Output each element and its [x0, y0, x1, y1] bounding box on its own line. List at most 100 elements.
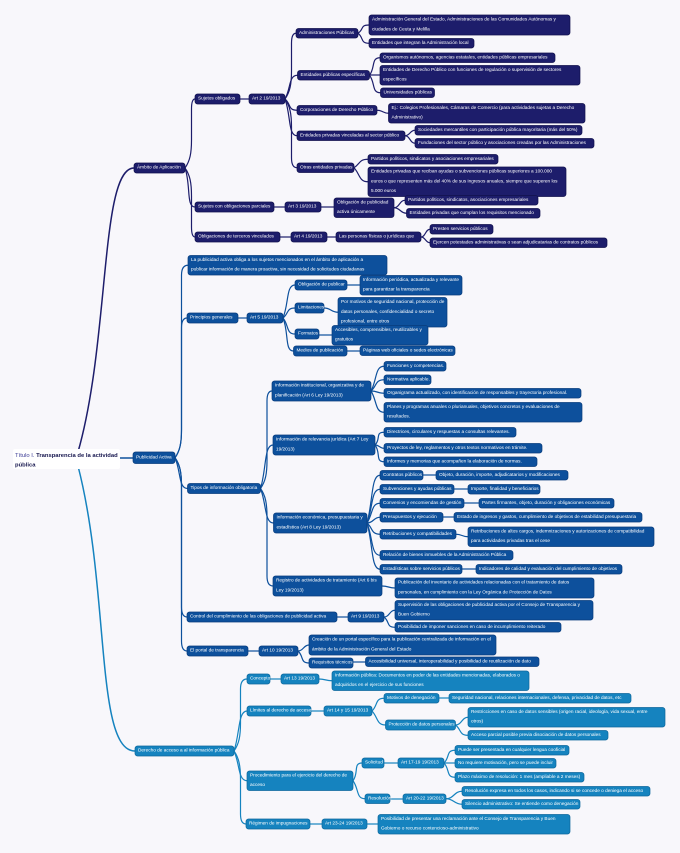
- svg-text:Art 17-19 19/2013: Art 17-19 19/2013: [401, 760, 439, 766]
- svg-text:Art 5 19/2013: Art 5 19/2013: [250, 315, 279, 321]
- svg-text:ámbito de la Administración Ge: ámbito de la Administración General del …: [312, 647, 412, 653]
- svg-text:Protección de datos personales: Protección de datos personales: [389, 722, 456, 728]
- svg-text:Título I. Transparencia de la: Título I. Transparencia de la actividad: [15, 453, 118, 459]
- svg-text:Requisitos técnicos: Requisitos técnicos: [312, 660, 353, 666]
- svg-text:Entidades privadas que reciban: Entidades privadas que reciban ayudas o …: [371, 168, 552, 174]
- svg-text:Corporaciones de Derecho Públi: Corporaciones de Derecho Público: [300, 107, 374, 113]
- svg-text:Retribuciones de altos cargos,: Retribuciones de altos cargos, indemniza…: [471, 528, 645, 534]
- svg-text:5.000 euros: 5.000 euros: [371, 188, 397, 194]
- svg-text:Restricciones en caso de datos: Restricciones en caso de datos sensibles…: [471, 709, 648, 715]
- svg-text:Funciones y competencias.: Funciones y competencias.: [387, 363, 444, 369]
- svg-text:Art 20-22 19/2013: Art 20-22 19/2013: [406, 795, 444, 801]
- svg-text:Ejercen potestades administrat: Ejercen potestades administrativas o sea…: [433, 239, 599, 245]
- svg-text:Organismos autónomos, agencias: Organismos autónomos, agencias estatales…: [383, 54, 548, 60]
- svg-text:Partes firmantes, objeto, dura: Partes firmantes, objeto, duración y obl…: [482, 500, 611, 506]
- svg-text:Fundaciones del sector público: Fundaciones del sector público y asociac…: [418, 140, 587, 146]
- svg-text:Entidades privadas vinculadas: Entidades privadas vinculadas al sector …: [300, 132, 400, 138]
- svg-text:Art 3 19/2013: Art 3 19/2013: [288, 204, 317, 210]
- svg-text:Partidos políticos, sindicatos: Partidos políticos, sindicatos, asociaci…: [408, 197, 529, 203]
- svg-text:Objeto, duración, importe, adj: Objeto, duración, importe, adjudicatario…: [439, 472, 561, 478]
- svg-text:Ámbito de Aplicación: Ámbito de Aplicación: [137, 164, 181, 171]
- svg-text:publicar información de manera: publicar información de manera proactiva…: [191, 267, 365, 273]
- svg-text:Art 4 19/2013: Art 4 19/2013: [294, 234, 323, 240]
- svg-text:Art 23-24 19/2013: Art 23-24 19/2013: [325, 821, 363, 827]
- svg-text:Administrativo): Administrativo): [392, 115, 424, 121]
- svg-text:profesional, entre otros: profesional, entre otros: [341, 319, 390, 325]
- svg-text:Proyectos de ley, reglamentos: Proyectos de ley, reglamentos y otros te…: [387, 445, 528, 451]
- svg-text:Información económica, presupu: Información económica, presupuestaria y: [277, 515, 364, 521]
- svg-text:Publicidad Activa: Publicidad Activa: [136, 454, 172, 460]
- svg-text:Información de relevancia jurí: Información de relevancia jurídica (Art …: [276, 437, 369, 443]
- svg-text:ciudades de Ceuta y Melilla: ciudades de Ceuta y Melilla: [372, 27, 430, 33]
- svg-text:estadística (Art 8 Ley 19/2013: estadística (Art 8 Ley 19/2013): [277, 525, 342, 531]
- svg-text:Informes y memorias que acompa: Informes y memorias que acompañen la ela…: [387, 458, 522, 464]
- svg-text:específicos: específicos: [383, 77, 407, 83]
- svg-text:Posibilidad de imponer sancion: Posibilidad de imponer sanciones en caso…: [398, 624, 546, 630]
- svg-text:datos personales, confidencial: datos personales, confidencialidad o sec…: [341, 309, 434, 315]
- svg-text:Por motivos de seguridad nacio: Por motivos de seguridad nacional, prote…: [341, 299, 445, 305]
- svg-text:Otras entidades privadas: Otras entidades privadas: [300, 164, 353, 170]
- svg-text:Presten servicios públicos: Presten servicios públicos: [433, 226, 488, 232]
- svg-text:Planes y programas anuales o p: Planes y programas anuales o plurianuale…: [387, 404, 560, 410]
- svg-text:No requiere motivación, pero s: No requiere motivación, pero se puede in…: [458, 760, 553, 766]
- svg-text:Sujetos con obligaciones parci: Sujetos con obligaciones parciales: [198, 204, 271, 210]
- svg-text:Retribuciones y compatibilidad: Retribuciones y compatibilidades: [383, 531, 453, 537]
- svg-text:Ley 19/2013): Ley 19/2013): [276, 588, 304, 594]
- svg-text:Concepto: Concepto: [250, 676, 271, 682]
- svg-text:resultados.: resultados.: [387, 414, 410, 420]
- svg-text:euros o que representen más de: euros o que representen más del 40% de s…: [371, 178, 558, 184]
- svg-text:Principios generales: Principios generales: [190, 315, 233, 321]
- svg-text:Buen Gobierno: Buen Gobierno: [398, 612, 430, 618]
- svg-text:Información pública: Documento: Información pública: Documentos en poder…: [335, 672, 520, 678]
- svg-text:Puede ser presentada en cualqu: Puede ser presentada en cualquier lengua…: [458, 747, 565, 753]
- svg-text:pública: pública: [15, 463, 36, 469]
- svg-text:Sociedades mercantiles con par: Sociedades mercantiles con participación…: [418, 127, 578, 133]
- svg-text:gratuitos: gratuitos: [335, 337, 354, 343]
- svg-text:La publicidad activa obliga a: La publicidad activa obliga a los sujeto…: [191, 257, 363, 263]
- svg-text:Art 9 19/2013: Art 9 19/2013: [351, 614, 380, 620]
- svg-text:Accesibles, comprensibles, reu: Accesibles, comprensibles, reutilizables…: [335, 327, 422, 333]
- svg-text:Art 2 19/2013: Art 2 19/2013: [252, 96, 281, 102]
- svg-text:Plazo máximo de resolución: 1: Plazo máximo de resolución: 1 mes (ampli…: [458, 774, 581, 780]
- svg-text:Información periódica, actuali: Información periódica, actualizada y rel…: [363, 277, 459, 283]
- svg-text:Obligación de publicidad: Obligación de publicidad: [337, 199, 389, 205]
- svg-text:Creación de un portal específi: Creación de un portal específico para la…: [312, 637, 491, 643]
- svg-text:Gobierno o recurso contencioso: Gobierno o recurso contencioso-administr…: [381, 826, 479, 832]
- svg-text:Partidos políticos, sindicatos: Partidos políticos, sindicatos y asociac…: [371, 156, 494, 162]
- svg-text:Art 14 y 15 19/2013: Art 14 y 15 19/2013: [327, 708, 369, 714]
- svg-text:Indicadores de calidad y evalu: Indicadores de calidad y evaluación del …: [479, 566, 618, 572]
- svg-text:Presupuestos y ejecución: Presupuestos y ejecución: [383, 514, 437, 520]
- svg-text:Entidades de Derecho Público c: Entidades de Derecho Público con funcion…: [383, 67, 562, 73]
- svg-text:Publicación del inventario de: Publicación del inventario de actividade…: [398, 580, 570, 586]
- svg-text:Motivos de denegación: Motivos de denegación: [387, 695, 436, 701]
- svg-text:Solicitud: Solicitud: [365, 760, 383, 766]
- svg-text:Tipos de información obligator: Tipos de información obligatoria: [191, 485, 258, 491]
- svg-text:activa únicamente: activa únicamente: [337, 209, 375, 215]
- svg-text:Organigrama actualizado, con i: Organigrama actualizado, con identificac…: [387, 390, 567, 396]
- svg-text:para actividades privadas tras: para actividades privadas tras el cese: [471, 538, 550, 544]
- svg-text:otros): otros): [471, 719, 483, 725]
- svg-text:Sujetos obligados: Sujetos obligados: [198, 96, 236, 102]
- svg-text:acceso: acceso: [250, 783, 265, 788]
- svg-text:Límites al derecho de acceso: Límites al derecho de acceso: [250, 708, 312, 714]
- svg-text:Relación de bienes inmuebles d: Relación de bienes inmuebles de la Admin…: [383, 552, 507, 558]
- svg-text:Obligación de publicar: Obligación de publicar: [298, 282, 345, 288]
- svg-text:Contratos públicos: Contratos públicos: [383, 472, 423, 478]
- svg-text:para garantizar la transparenc: para garantizar la transparencia: [363, 287, 430, 293]
- svg-text:planificación (Art 6 Ley 19/20: planificación (Art 6 Ley 19/2013): [275, 393, 343, 399]
- svg-text:Resolución: Resolución: [368, 795, 392, 801]
- svg-text:Régimen de impugnaciones: Régimen de impugnaciones: [249, 821, 308, 827]
- svg-text:Las personas físicas o jurídic: Las personas físicas o jurídicas que: [339, 234, 414, 240]
- svg-text:Normativa aplicable.: Normativa aplicable.: [387, 376, 430, 382]
- svg-text:Información institucional, org: Información institucional, organizativa …: [275, 383, 364, 389]
- svg-text:Derecho de acceso a al informa: Derecho de acceso a al información públi…: [138, 748, 230, 754]
- svg-text:Estado de ingresos y gastos, c: Estado de ingresos y gastos, cumplimient…: [457, 514, 637, 520]
- svg-text:Accesibilidad universal, inter: Accesibilidad universal, interoperabilid…: [369, 658, 532, 664]
- svg-text:Supervisión de las obligacione: Supervisión de las obligaciones de publi…: [398, 602, 581, 608]
- svg-text:Art 10 19/2013: Art 10 19/2013: [262, 648, 293, 654]
- svg-text:Importe, finalidad y beneficia: Importe, finalidad y beneficiarios: [471, 486, 539, 492]
- svg-text:19/2013): 19/2013): [276, 447, 295, 453]
- svg-text:Entidades públicas específicas: Entidades públicas específicas: [301, 72, 366, 78]
- svg-text:Posibilidad de presentar una r: Posibilidad de presentar una reclamación…: [381, 816, 556, 822]
- svg-text:Entidades que integran la Admi: Entidades que integran la Administración…: [372, 40, 469, 46]
